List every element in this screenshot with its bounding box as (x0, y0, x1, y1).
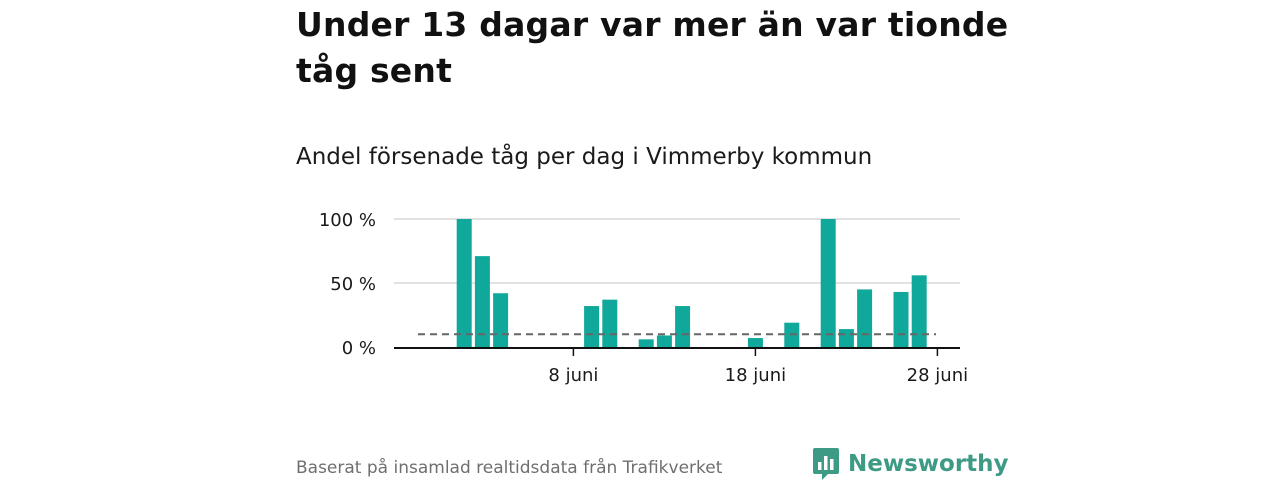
y-tick-label: 0 % (342, 338, 376, 359)
x-tick-label: 28 juni (907, 365, 968, 386)
newsworthy-logo-icon (813, 448, 839, 480)
bar (602, 299, 618, 347)
bar (656, 335, 672, 347)
chart-title: Under 13 dagar var mer än var tionde tåg… (296, 5, 1009, 90)
bar (838, 329, 854, 347)
source-note: Baserat på insamlad realtidsdata från Tr… (296, 458, 723, 478)
bar (638, 339, 654, 347)
x-tick-label: 8 juni (548, 365, 598, 386)
y-axis-labels: 0 % 50 % 100 % (319, 210, 376, 359)
y-tick-label: 50 % (330, 274, 376, 295)
bar (747, 338, 763, 347)
y-tick-label: 100 % (319, 210, 376, 231)
bar (474, 256, 490, 347)
bar (456, 219, 472, 347)
brand-name: Newsworthy (848, 451, 1009, 477)
brand-logo: Newsworthy (812, 446, 1009, 482)
bar (911, 275, 927, 347)
x-axis: 8 juni 18 juni 28 juni (394, 347, 968, 386)
x-tick-label: 18 juni (725, 365, 786, 386)
bar (675, 306, 691, 347)
bar-chart: 0 % 50 % 100 % 8 juni 18 juni 28 juni (319, 210, 968, 386)
chart-subtitle: Andel försenade tåg per dag i Vimmerby k… (296, 144, 873, 170)
bar (820, 219, 836, 347)
bar (493, 293, 509, 347)
bar (893, 291, 909, 347)
bar (857, 289, 873, 347)
bar (584, 306, 600, 347)
